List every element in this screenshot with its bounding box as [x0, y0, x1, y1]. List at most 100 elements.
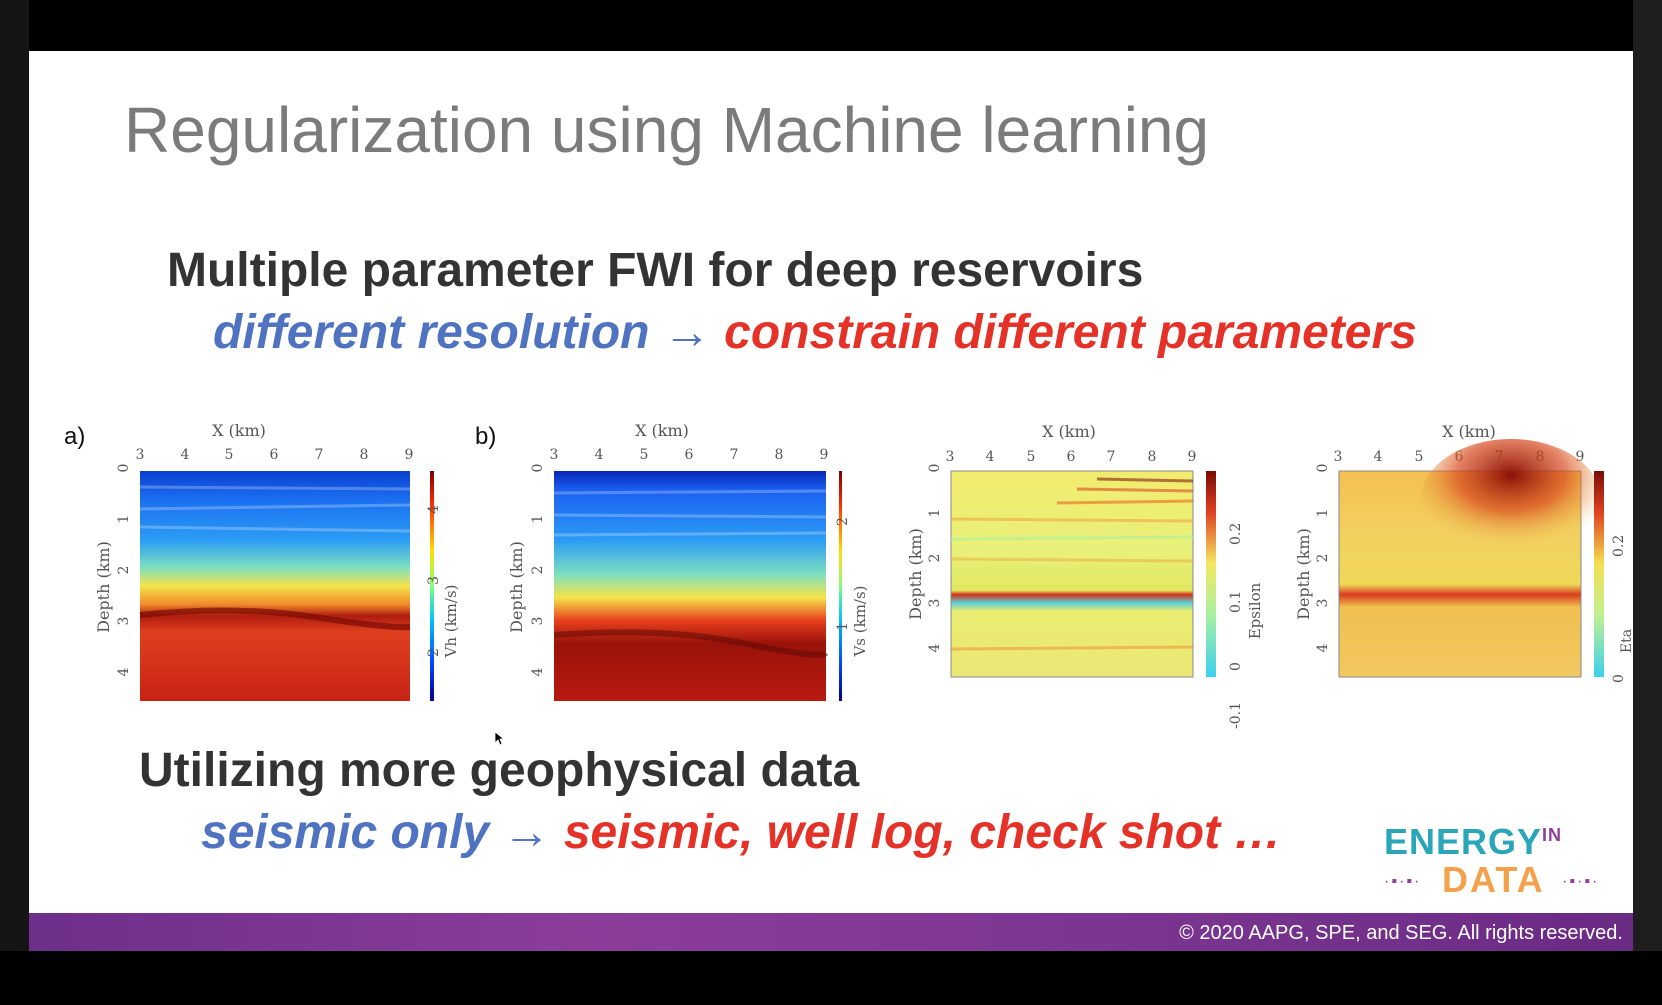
logo-data-text: DATA — [1442, 859, 1545, 900]
cbtick: 4 — [426, 505, 442, 514]
cbtick: 1 — [835, 622, 851, 631]
eta-colorbar — [1594, 471, 1604, 677]
vh-colorbar — [430, 471, 434, 701]
copyright-text: © 2020 AAPG, SPE, and SEG. All rights re… — [1179, 922, 1623, 944]
xtick: 8 — [1148, 449, 1157, 465]
subheading-data-sources: seismic only → seismic, well log, check … — [201, 805, 1281, 860]
logo-energy-text: ENERGYIN — [1384, 821, 1563, 862]
eta-anomaly — [1421, 439, 1601, 559]
ytick: 2 — [116, 566, 132, 575]
cbtick: -0.1 — [1228, 702, 1244, 729]
window-right-border — [1633, 0, 1662, 1005]
cbtick: 0.1 — [1228, 591, 1244, 613]
xtick: 5 — [1415, 449, 1424, 465]
xtick: 6 — [1067, 449, 1076, 465]
sub2-red-text: seismic, well log, check shot … — [563, 806, 1282, 859]
cbtick: 3 — [426, 576, 442, 585]
xtick: 9 — [1576, 449, 1585, 465]
window-left-border — [0, 0, 29, 1005]
panel-a-label: a) — [64, 423, 86, 450]
sub1-blue-text: different resolution — [213, 306, 650, 359]
ytick: 2 — [530, 566, 546, 575]
panel-vs-ylabel: Depth (km) — [507, 541, 526, 633]
ytick: 2 — [1315, 554, 1331, 563]
ytick: 0 — [116, 464, 132, 473]
xtick: 8 — [775, 447, 784, 463]
xtick: 3 — [136, 447, 145, 463]
ytick: 2 — [927, 554, 943, 563]
ytick: 4 — [530, 667, 546, 676]
ytick: 0 — [530, 464, 546, 473]
epsilon-colorbar-labels: -0.1 0 0.1 0.2 Epsilon — [1228, 523, 1264, 729]
xtick: 3 — [946, 449, 955, 465]
ytick: 1 — [1315, 509, 1331, 518]
xtick: 7 — [1107, 449, 1116, 465]
panel-eta-plot: X (km) 3 4 5 6 7 8 9 Depth (km) 0 1 2 3 … — [1294, 422, 1604, 678]
xtick: 7 — [730, 447, 739, 463]
vs-image — [554, 471, 826, 701]
eta-colorbar-label: Eta — [1619, 629, 1633, 653]
panel-vh-plot: X (km) 3 4 5 6 7 8 9 Depth (km) 0 1 2 3 … — [94, 421, 434, 701]
xtick: 9 — [820, 447, 829, 463]
window-bottom-bar — [0, 951, 1662, 1005]
panel-epsilon-xlabel: X (km) — [1042, 422, 1096, 441]
xtick: 9 — [405, 447, 414, 463]
panel-vs-xlabel: X (km) — [635, 421, 689, 440]
ytick: 4 — [116, 667, 132, 676]
cbtick: 2 — [426, 648, 442, 657]
panel-epsilon-plot: X (km) 3 4 5 6 7 8 9 Depth (km) 0 1 2 3 … — [906, 422, 1216, 678]
arrow-icon: → — [502, 806, 551, 859]
ytick: 3 — [927, 599, 943, 608]
ytick: 1 — [116, 515, 132, 524]
xtick: 4 — [986, 449, 995, 465]
epsilon-image — [950, 470, 1194, 678]
cbtick: 0.2 — [1228, 523, 1244, 545]
panel-vh-ylabel: Depth (km) — [94, 541, 113, 633]
cbtick: 2 — [835, 517, 851, 526]
xtick: 3 — [1334, 449, 1343, 465]
ytick: 1 — [530, 515, 546, 524]
vh-colorbar-label: Vh (km/s) — [442, 584, 460, 658]
sub1-red-text: constrain different parameters — [724, 306, 1417, 359]
xtick: 4 — [181, 447, 190, 463]
slide-title: Regularization using Machine learning — [124, 94, 1210, 166]
panel-eta-xlabel: X (km) — [1442, 422, 1496, 441]
ytick: 4 — [1315, 643, 1331, 652]
heading-geophysical-data: Utilizing more geophysical data — [139, 744, 860, 797]
heading-multiparameter: Multiple parameter FWI for deep reservoi… — [167, 244, 1144, 297]
xtick: 4 — [1374, 449, 1383, 465]
logo-dots-right: ·▪·▪· — [1562, 873, 1600, 890]
xtick: 5 — [1027, 449, 1036, 465]
ytick: 3 — [530, 617, 546, 626]
xtick: 6 — [270, 447, 279, 463]
ytick: 3 — [1315, 599, 1331, 608]
xtick: 4 — [595, 447, 604, 463]
sub2-blue-text: seismic only — [201, 806, 490, 859]
panel-b-label: b) — [475, 423, 497, 450]
cbtick: 0.2 — [1611, 535, 1627, 557]
xtick: 6 — [685, 447, 694, 463]
energy-in-data-logo: ENERGYIN ·▪·▪· DATA ·▪·▪· — [1384, 821, 1614, 901]
logo-dots-left: ·▪·▪· — [1384, 873, 1422, 890]
ytick: 0 — [1315, 464, 1331, 473]
panel-vs-plot: X (km) 3 4 5 6 7 8 9 Depth (km) 0 1 2 3 … — [507, 421, 842, 701]
xtick: 8 — [360, 447, 369, 463]
ytick: 3 — [116, 617, 132, 626]
window-top-bar — [0, 0, 1662, 51]
vh-colorbar-labels: 2 3 4 Vh (km/s) — [426, 505, 460, 659]
mouse-cursor-icon — [495, 732, 505, 746]
footer-bar: © 2020 AAPG, SPE, and SEG. All rights re… — [29, 913, 1633, 951]
subheading-resolution: different resolution → constrain differe… — [213, 305, 1417, 360]
cbtick: 0 — [1228, 662, 1244, 671]
cbtick: 0 — [1611, 674, 1627, 683]
vs-colorbar-label: Vs (km/s) — [851, 585, 869, 657]
eta-colorbar-labels: 0 0.2 — [1611, 535, 1627, 683]
vs-colorbar-labels: 1 2 Vs (km/s) — [835, 517, 869, 657]
epsilon-colorbar-label: Epsilon — [1246, 582, 1264, 639]
ytick: 4 — [927, 643, 943, 652]
epsilon-colorbar — [1206, 471, 1216, 677]
xtick: 5 — [640, 447, 649, 463]
xtick: 9 — [1188, 449, 1197, 465]
xtick: 5 — [225, 447, 234, 463]
xtick: 7 — [315, 447, 324, 463]
